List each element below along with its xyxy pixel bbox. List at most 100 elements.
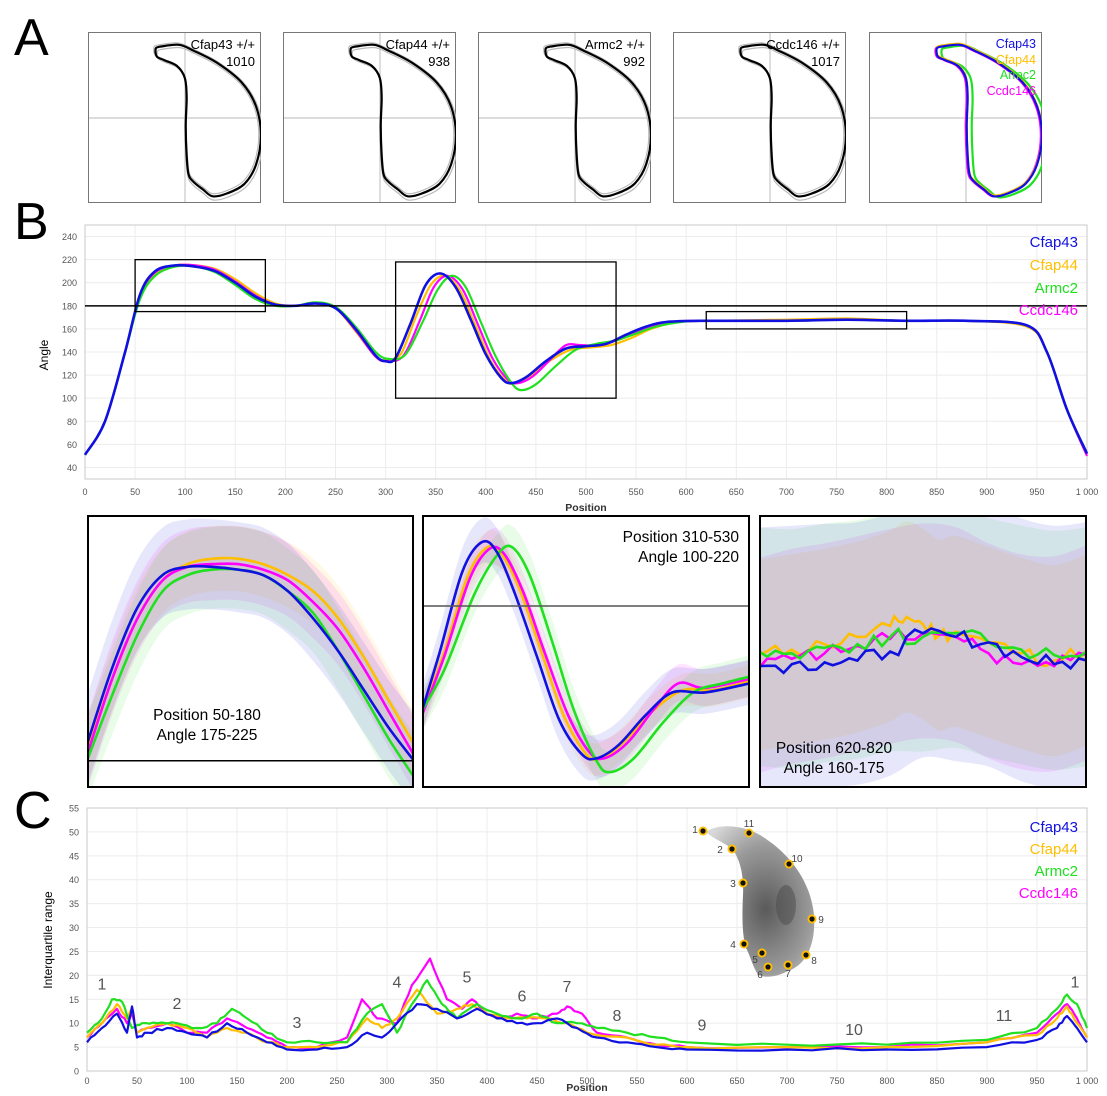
sperm-head-diagram: 1 2 3 4 5 6 7 8 9 10 11 — [692, 819, 824, 981]
x-tick-label: 1 000 — [1076, 1076, 1099, 1086]
zoom-region-box-2 — [394, 261, 617, 399]
x-tick-label: 900 — [979, 487, 994, 497]
x-tick-label: 450 — [529, 1076, 544, 1086]
legend-cfap44: Cfap44 — [1030, 257, 1078, 274]
region-label: 8 — [613, 1008, 622, 1025]
y-tick-label: 0 — [74, 1067, 79, 1077]
zoom-series-line-cfap43 — [422, 539, 750, 761]
y-tick-label: 100 — [62, 394, 77, 404]
x-tick-label: 400 — [479, 1076, 494, 1086]
shape-label-name: Ccdc146 +/+ — [766, 37, 840, 52]
y-tick-label: 15 — [69, 995, 79, 1005]
shape-outline-cfap43 — [88, 32, 264, 203]
series-line-cfap43 — [86, 1003, 1088, 1052]
y-tick-label: 240 — [62, 232, 77, 242]
shape-outline-overlay — [869, 32, 1049, 203]
y-tick-label: 180 — [62, 301, 77, 311]
x-tick-label: 650 — [729, 1076, 744, 1086]
x-tick-label: 350 — [429, 1076, 444, 1086]
panel-label-c: C — [14, 782, 52, 840]
y-tick-label: 30 — [69, 923, 79, 933]
x-tick-label: 500 — [578, 487, 593, 497]
x-tick-label: 250 — [329, 1076, 344, 1086]
shape-box-armc2: Armc2 +/+ 992 — [478, 32, 654, 203]
y-tick-label: 5 — [74, 1043, 79, 1053]
overlay-outline-cfap43 — [935, 43, 1044, 198]
legend-ccdc146: Ccdc146 — [1019, 302, 1078, 319]
region-label: 7 — [563, 979, 572, 996]
x-axis-label: Position — [566, 1082, 607, 1094]
y-tick-label: 55 — [69, 804, 79, 814]
x-tick-label: 900 — [979, 1076, 994, 1086]
quartile-band-ccdc146 — [87, 525, 414, 788]
outline-median — [544, 43, 653, 198]
region-label: 11 — [996, 1008, 1013, 1025]
shape-label-count: 938 — [428, 54, 450, 69]
y-tick-label: 60 — [67, 440, 77, 450]
shape-label-name: Armc2 +/+ — [585, 37, 645, 52]
shape-label-name: Cfap44 +/+ — [385, 37, 450, 52]
x-tick-label: 700 — [779, 1076, 794, 1086]
y-axis-label: Interquartile range — [41, 891, 55, 989]
x-axis-label: Position — [565, 502, 606, 514]
x-tick-label: 50 — [132, 1076, 142, 1086]
x-tick-label: 300 — [378, 487, 393, 497]
x-tick-label: 550 — [629, 487, 644, 497]
zoom-subtitle: Angle 100-220 — [638, 549, 739, 566]
legend-armc2: Armc2 — [1035, 280, 1078, 297]
x-tick-label: 250 — [328, 487, 343, 497]
landmark-marker — [765, 964, 771, 970]
legend-cfap43: Cfap43 — [995, 37, 1036, 51]
quartile-band-cfap43 — [759, 515, 1087, 788]
series-line-armc2 — [86, 979, 1089, 1047]
x-tick-label: 600 — [679, 1076, 694, 1086]
quartile-band-cfap44 — [759, 521, 1087, 757]
zoom-series-line-cfap44 — [759, 613, 1087, 668]
zoom-title: Position 310-530 — [623, 529, 740, 546]
zoom-region-box-3 — [705, 310, 908, 330]
zoom-series-line-armc2 — [422, 544, 750, 774]
landmark-label: 6 — [757, 970, 763, 981]
y-tick-label: 80 — [67, 417, 77, 427]
outline-inner-quartile — [546, 46, 650, 195]
shape-label-count: 992 — [623, 54, 645, 69]
region-label: 10 — [845, 1022, 863, 1039]
x-tick-label: 800 — [879, 487, 894, 497]
zoom-panel-3: Position 620-820 Angle 160-175 — [759, 515, 1087, 788]
quartile-band-armc2 — [422, 524, 750, 788]
shape-box-overlay: Cfap43 Cfap44 Armc2 Ccdc146 — [869, 32, 1049, 203]
landmark-label: 9 — [818, 915, 824, 926]
landmark-marker — [746, 830, 752, 836]
zoom-series-line-armc2 — [759, 626, 1087, 660]
outline-inner-quartile — [156, 46, 260, 195]
landmark-label: 5 — [752, 955, 758, 966]
x-tick-label: 850 — [929, 1076, 944, 1086]
x-tick-label: 300 — [379, 1076, 394, 1086]
x-tick-label: 750 — [829, 487, 844, 497]
shape-label-name: Cfap43 +/+ — [190, 37, 255, 52]
y-tick-label: 40 — [69, 875, 79, 885]
legend-cfap43: Cfap43 — [1030, 234, 1078, 251]
zoom-panel-2: Position 310-530 Angle 100-220 — [422, 515, 750, 788]
y-axis-label: Angle — [37, 339, 51, 370]
landmark-label: 1 — [692, 825, 698, 836]
x-tick-label: 200 — [279, 1076, 294, 1086]
zoom-series-line-cfap44 — [422, 544, 750, 762]
outline-median — [154, 43, 263, 198]
x-tick-label: 100 — [178, 487, 193, 497]
y-tick-label: 10 — [69, 1019, 79, 1029]
region-label: 1 — [1071, 974, 1080, 991]
x-tick-label: 600 — [679, 487, 694, 497]
legend-ccdc146: Ccdc146 — [1019, 885, 1078, 902]
panel-label-b: B — [14, 193, 49, 251]
landmark-marker — [803, 952, 809, 958]
landmark-label: 10 — [791, 854, 803, 865]
zoom-title: Position 620-820 — [776, 740, 893, 757]
x-tick-label: 150 — [228, 487, 243, 497]
zoom-series-line-ccdc146 — [87, 562, 414, 756]
quartile-band-cfap44 — [422, 529, 750, 777]
x-tick-label: 50 — [130, 487, 140, 497]
x-tick-label: 700 — [779, 487, 794, 497]
x-tick-label: 500 — [579, 1076, 594, 1086]
y-tick-label: 45 — [69, 851, 79, 861]
